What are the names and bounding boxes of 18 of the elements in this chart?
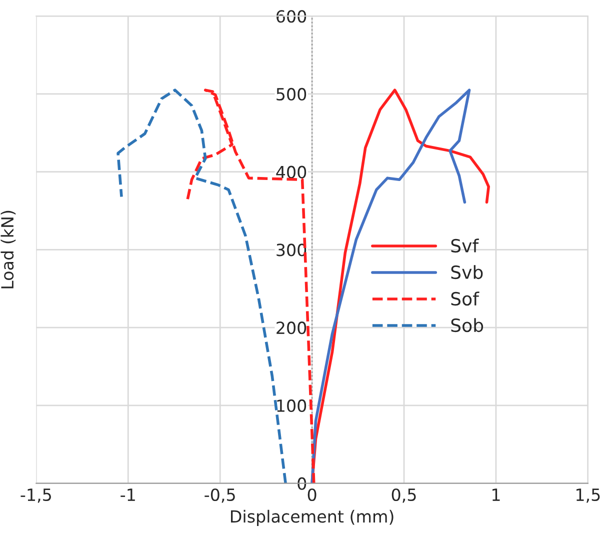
x-tick-label: 0 (308, 488, 316, 502)
x-tick-label: -0,5 (204, 488, 235, 503)
y-tick-label: 200 (276, 322, 306, 334)
x-tick-label: 1 (492, 488, 500, 501)
y-tick-label: 0 (298, 477, 306, 490)
legend-label: Sof (451, 292, 480, 306)
legend-label: Svf (451, 238, 479, 253)
y-tick-label: 400 (276, 166, 306, 178)
y-tick-label: 100 (277, 399, 306, 412)
y-axis-title: Load (kN) (0, 210, 16, 288)
x-tick-label: 1,5 (576, 488, 600, 503)
x-tick-label: 0,5 (392, 488, 416, 503)
legend-label: Sob (451, 318, 484, 332)
y-tick-label: 500 (276, 88, 306, 101)
legend-label: Svb (451, 265, 483, 280)
x-axis-title: Displacement (mm) (231, 510, 394, 526)
x-tick-label: -1,5 (20, 488, 51, 503)
x-tick-label: -1 (120, 488, 135, 501)
